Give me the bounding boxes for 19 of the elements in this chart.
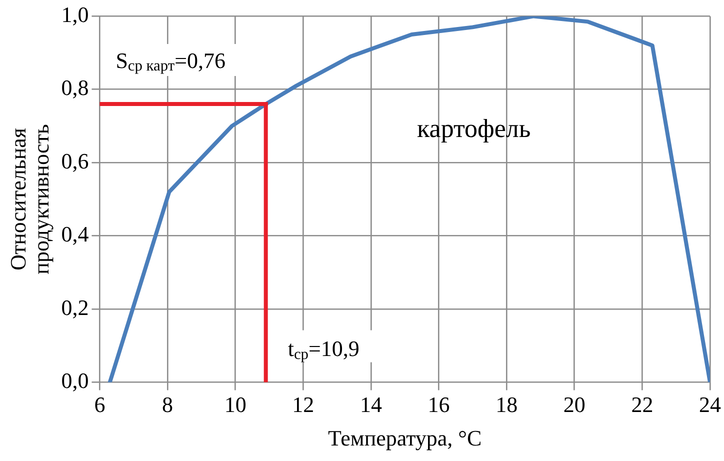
y-tick-label: 0,2 (61, 294, 89, 320)
y-tick-label: 1,0 (61, 2, 89, 27)
annotation: картофель (417, 114, 531, 143)
x-tick-label: 14 (360, 392, 382, 418)
x-tick-label: 6 (94, 392, 106, 418)
y-tick-label: 0,8 (61, 75, 89, 100)
x-tick-label: 20 (563, 392, 586, 418)
x-tick-label: 8 (162, 392, 174, 418)
y-tick-label: 0,4 (61, 222, 89, 247)
x-tick-label: 18 (496, 392, 518, 418)
x-tick-label: 12 (292, 392, 314, 418)
x-axis-title: Температура, °C (328, 426, 482, 451)
x-tick-label: 10 (224, 392, 246, 418)
y-axis-title: Относительная продуктивность (5, 124, 54, 274)
y-tick-label: 0,0 (61, 368, 89, 393)
x-tick-label: 16 (428, 392, 450, 418)
x-tick-label: 24 (699, 392, 721, 418)
x-tick-label: 22 (631, 392, 654, 418)
y-tick-label: 0,6 (61, 148, 89, 174)
